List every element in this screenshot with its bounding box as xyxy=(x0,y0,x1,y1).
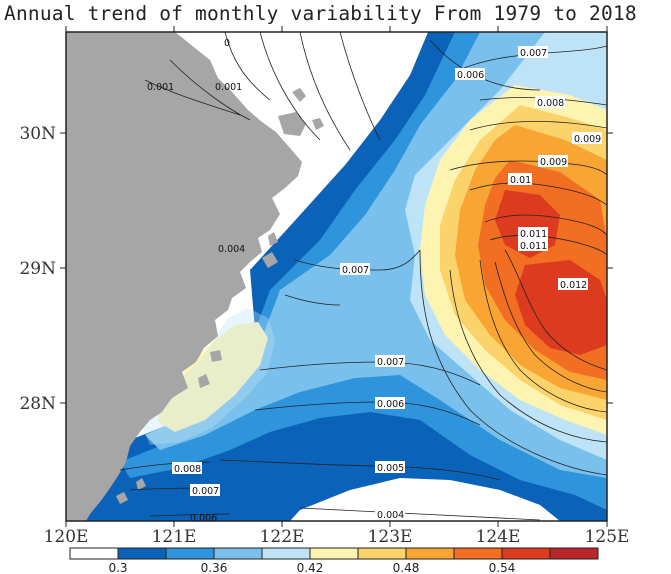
lon-tick-label: 125E xyxy=(585,527,630,547)
contour-label: 0.011 xyxy=(520,229,547,240)
contour-label: 0 xyxy=(224,38,230,49)
contour-label: 0.006 xyxy=(457,70,484,81)
colorbar-segment xyxy=(214,548,262,559)
contour-label: 0.006 xyxy=(377,399,404,410)
contour-label: 0.008 xyxy=(537,98,564,109)
lon-tick-label: 121E xyxy=(152,527,197,547)
contour-label: 0.011 xyxy=(520,241,547,252)
contour-label: 0.008 xyxy=(174,464,201,475)
lon-tick-label: 122E xyxy=(260,527,305,547)
colorbar-frame xyxy=(69,547,599,560)
contour-label: 0.004 xyxy=(218,244,245,255)
contour-label: 0.007 xyxy=(520,48,547,59)
shaded-field xyxy=(66,32,607,521)
colorbar-segment xyxy=(550,548,598,559)
contour-label: 0.007 xyxy=(342,265,369,276)
lon-tick-label: 124E xyxy=(476,527,521,547)
colorbar-segment xyxy=(406,548,454,559)
contour-label: 0.009 xyxy=(574,134,601,145)
colorbar-segment xyxy=(454,548,502,559)
lat-tick-label: 29N xyxy=(19,259,56,279)
band-coastal-lightblue xyxy=(140,308,275,445)
lon-tick-label: 123E xyxy=(368,527,413,547)
contour-label: 0.001 xyxy=(147,82,174,93)
lon-tick-label: 120E xyxy=(44,527,89,547)
colorbar-segment xyxy=(262,548,310,559)
contour-label-group: 0 0.001 0.001 0.007 0.006 0.008 0.009 0.… xyxy=(147,38,602,524)
islands xyxy=(116,88,324,504)
colorbar-segment xyxy=(502,548,550,559)
land-mass xyxy=(66,32,302,521)
contour-label: 0.005 xyxy=(377,463,404,474)
colorbar-segment xyxy=(118,548,166,559)
band-coastal-yellow xyxy=(158,322,268,432)
colorbar-tick-label: 0.3 xyxy=(108,561,127,574)
contour-label: 0.006 xyxy=(190,513,217,524)
lat-axis xyxy=(60,132,613,404)
contour-lines xyxy=(119,32,607,521)
band-white-south xyxy=(290,478,560,521)
colorbar-segment xyxy=(310,548,358,559)
contour-label: 0.007 xyxy=(192,486,219,497)
colorbar-tick-label: 0.48 xyxy=(393,561,420,574)
contour-label: 0.012 xyxy=(560,280,587,291)
lat-tick-label: 28N xyxy=(19,394,56,414)
contour-label: 0.01 xyxy=(510,175,531,186)
colorbar-segment xyxy=(70,548,118,559)
lat-tick-label: 30N xyxy=(19,124,56,144)
map-title: Annual trend of monthly variability From… xyxy=(4,2,637,25)
contour-label: 0.009 xyxy=(540,157,567,168)
colorbar-segment xyxy=(358,548,406,559)
contour-label: 0.007 xyxy=(377,357,404,368)
contour-label: 0.004 xyxy=(377,510,404,521)
colorbar-tick-label: 0.42 xyxy=(297,561,324,574)
contour-label: 0.001 xyxy=(215,82,242,93)
plot-frame xyxy=(65,31,608,522)
colorbar-segment xyxy=(166,548,214,559)
colorbar-tick-label: 0.36 xyxy=(201,561,228,574)
colorbar: 0.3 0.36 0.42 0.48 0.54 xyxy=(69,547,599,574)
lon-axis xyxy=(65,26,608,527)
colorbar-tick-label: 0.54 xyxy=(489,561,516,574)
